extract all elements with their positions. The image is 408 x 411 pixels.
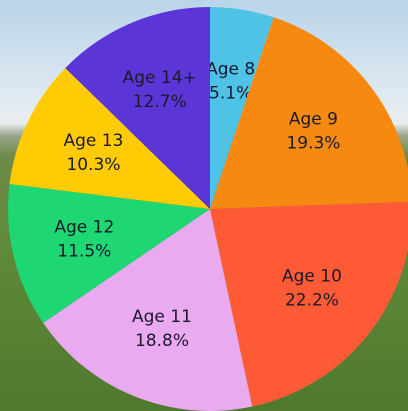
slice-category: Age 10 — [282, 266, 342, 286]
slice-value-label: 10.3% — [66, 155, 120, 175]
slice-value-label: 12.7% — [133, 92, 187, 112]
slice-category: Age 11 — [132, 307, 192, 327]
slice-value-label: 22.2% — [285, 290, 339, 310]
slice-category: Age 9 — [289, 109, 338, 129]
slice-category: Age 12 — [54, 217, 114, 237]
slice-category: Age 8 — [206, 59, 255, 79]
chart: Age 8 5.1% Age 9 19.3% Age 10 22.2% Age 11 18.8… — [0, 0, 408, 411]
slice-value-label: 19.3% — [286, 133, 340, 153]
slice-category: Age 14+ — [123, 68, 197, 88]
slice-value-label: 5.1% — [209, 83, 252, 103]
screen: Age 8 5.1% Age 9 19.3% Age 10 22.2% Age 11 18.8… — [0, 0, 408, 411]
slice-category: Age 13 — [64, 131, 124, 151]
slice-value-label: 11.5% — [57, 241, 111, 261]
slice-value-label: 18.8% — [135, 331, 189, 351]
